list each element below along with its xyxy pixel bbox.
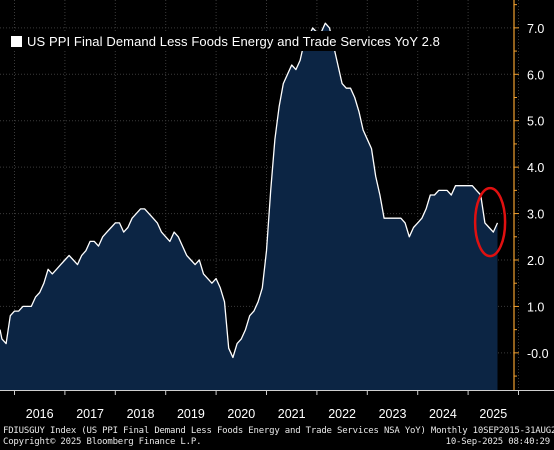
legend-swatch (11, 35, 22, 47)
plot-area (0, 22, 499, 390)
y-tick-labels: -0.0 1.0 2.0 3.0 4.0 5.0 6.0 7.0 (527, 22, 549, 361)
y-tick-label: 3.0 (527, 208, 544, 222)
y-tick-label: 6.0 (527, 68, 544, 82)
y-tick-label: 1.0 (527, 300, 544, 314)
x-tick-label: 2019 (177, 407, 205, 421)
x-tick-labels: 2016 2017 2018 2019 2020 2021 2022 2023 2024 2025 (26, 407, 507, 421)
axes (0, 0, 554, 395)
footer-timestamp: 10-Sep-2025 08:40:29 (445, 437, 551, 447)
annotations (473, 186, 507, 258)
x-tick-label: 2020 (227, 407, 255, 421)
y-tick-label: 2.0 (527, 254, 544, 268)
x-tick-label: 2024 (429, 407, 457, 421)
x-tick-label: 2025 (479, 407, 507, 421)
x-tick-label: 2016 (26, 407, 54, 421)
highlight-ellipse (473, 186, 507, 258)
legend: US PPI Final Demand Less Foods Energy an… (9, 31, 444, 51)
footer-copyright: Copyright© 2025 Bloomberg Finance L.P. (3, 437, 202, 447)
x-tick-label: 2017 (76, 407, 104, 421)
x-tick-label: 2018 (127, 407, 155, 421)
y-tick-label: 4.0 (527, 161, 544, 175)
y-tick-label: 5.0 (527, 115, 544, 129)
series-line (0, 22, 499, 359)
y-tick-label: -0.0 (527, 347, 549, 361)
x-tick-label: 2022 (328, 407, 356, 421)
footer-description: FDIUSGUY Index (US PPI Final Demand Less… (3, 426, 554, 436)
legend-label: US PPI Final Demand Less Foods Energy an… (27, 33, 440, 49)
x-tick-label: 2023 (379, 407, 407, 421)
y-tick-label: 7.0 (527, 22, 544, 36)
series-area (0, 23, 498, 390)
x-tick-label: 2021 (278, 407, 306, 421)
